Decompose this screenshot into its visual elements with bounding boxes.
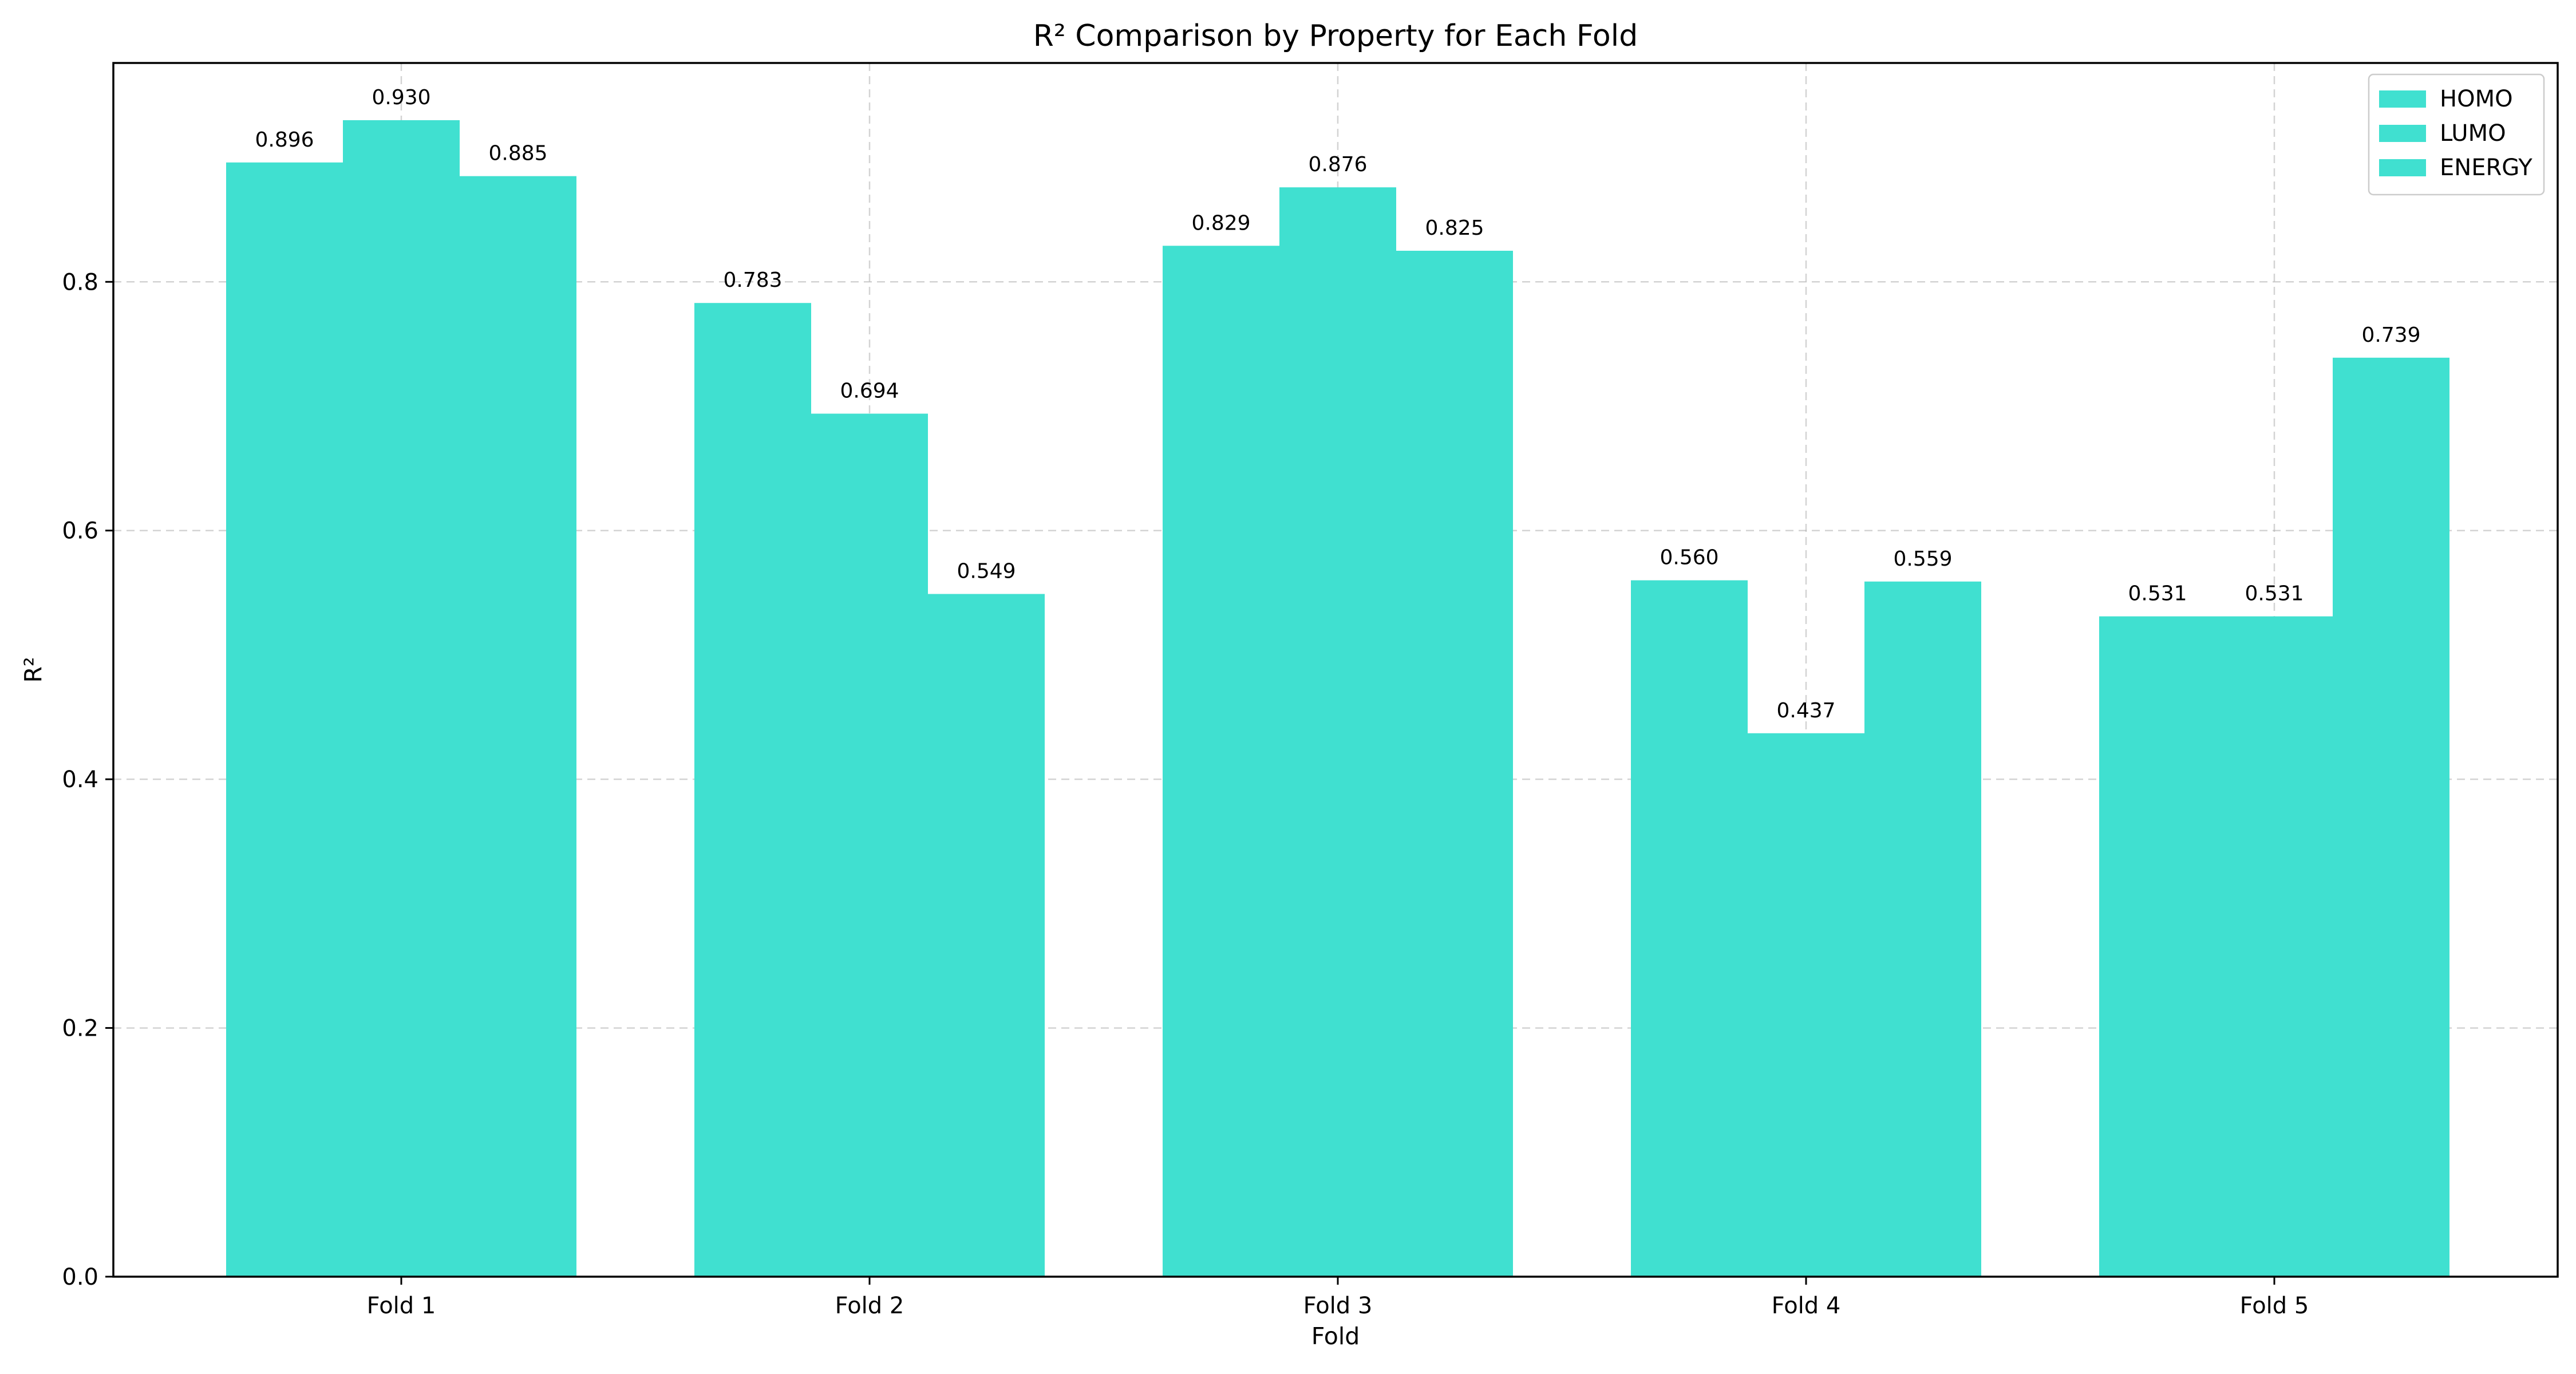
- legend-swatch-homo: [2379, 90, 2426, 108]
- y-tick-label: 0.2: [62, 1016, 98, 1042]
- legend-label-lumo: LUMO: [2440, 120, 2506, 147]
- y-tick-label: 0.0: [62, 1264, 98, 1290]
- bar-value-label: 0.885: [488, 142, 547, 165]
- bar-energy-fold-1: [460, 176, 576, 1277]
- x-axis-label: Fold: [1311, 1322, 1360, 1350]
- bar-value-label: 0.876: [1308, 153, 1367, 176]
- bar-value-label: 0.531: [2128, 582, 2187, 606]
- legend-swatch-lumo: [2379, 125, 2426, 142]
- bar-homo-fold-4: [1631, 580, 1748, 1277]
- bar-homo-fold-1: [226, 162, 343, 1277]
- legend-swatch-energy: [2379, 159, 2426, 176]
- y-tick-label: 0.8: [62, 269, 98, 295]
- bar-value-label: 0.437: [1776, 699, 1835, 722]
- bar-lumo-fold-1: [343, 120, 460, 1277]
- bar-value-label: 0.825: [1425, 216, 1484, 240]
- bar-energy-fold-3: [1396, 250, 1513, 1277]
- bar-value-label: 0.930: [372, 86, 430, 109]
- x-tick-label: Fold 1: [367, 1293, 436, 1319]
- bar-lumo-fold-2: [811, 413, 928, 1277]
- bar-energy-fold-5: [2333, 357, 2449, 1277]
- y-axis-label: R²: [19, 657, 47, 683]
- x-tick-label: Fold 5: [2240, 1293, 2309, 1319]
- bar-homo-fold-2: [694, 303, 811, 1277]
- legend-label-energy: ENERGY: [2440, 155, 2532, 181]
- bar-energy-fold-2: [928, 594, 1045, 1277]
- bar-lumo-fold-5: [2216, 616, 2333, 1277]
- bar-value-label: 0.783: [723, 269, 782, 292]
- bar-homo-fold-3: [1163, 246, 1279, 1277]
- legend-label-homo: HOMO: [2440, 86, 2513, 112]
- bar-energy-fold-4: [1864, 581, 1981, 1277]
- x-axis-ticks: Fold 1 Fold 2 Fold 3 Fold 4 Fold 5: [367, 1277, 2309, 1319]
- bar-value-label: 0.896: [255, 128, 314, 152]
- y-tick-label: 0.6: [62, 518, 98, 544]
- y-tick-label: 0.4: [62, 767, 98, 793]
- x-tick-label: Fold 4: [1772, 1293, 1841, 1319]
- bar-lumo-fold-4: [1748, 733, 1864, 1277]
- bar-value-label: 0.739: [2361, 323, 2420, 347]
- legend: HOMO LUMO ENERGY: [2368, 73, 2545, 196]
- x-tick-label: Fold 3: [1303, 1293, 1373, 1319]
- bar-value-label: 0.829: [1191, 211, 1250, 235]
- axes-frame: [112, 62, 2559, 1278]
- bar-value-label: 0.531: [2245, 582, 2304, 606]
- bar-lumo-fold-3: [1279, 187, 1396, 1277]
- bar-value-label: 0.559: [1893, 547, 1952, 571]
- y-axis-ticks: 0.0 0.2 0.4 0.6 0.8: [62, 269, 113, 1290]
- bars: [226, 120, 2449, 1277]
- bar-value-label: 0.549: [957, 560, 1016, 583]
- x-tick-label: Fold 2: [835, 1293, 904, 1319]
- bar-value-labels: 0.896 0.930 0.885 0.783 0.694 0.549 0.829 0.876…: [255, 86, 2420, 722]
- bar-value-label: 0.560: [1660, 546, 1718, 570]
- chart-title: R² Comparison by Property for Each Fold: [1033, 19, 1638, 53]
- bar-value-label: 0.694: [840, 380, 899, 403]
- bar-homo-fold-5: [2099, 616, 2216, 1277]
